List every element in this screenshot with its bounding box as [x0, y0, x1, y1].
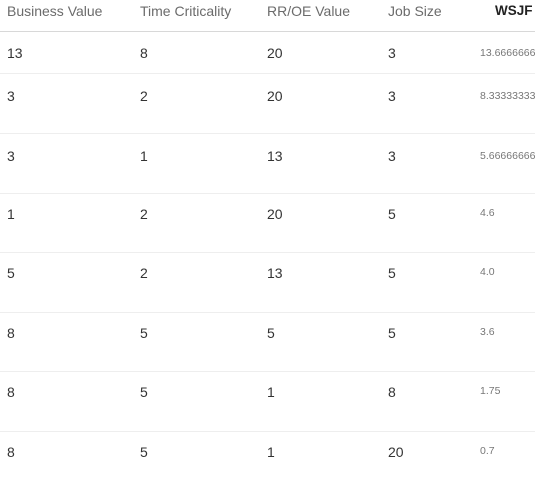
cell-time-criticality: 5	[140, 325, 148, 341]
cell-time-criticality: 5	[140, 384, 148, 400]
cell-wsjf: 0.7	[480, 445, 495, 457]
cell-business-value: 1	[7, 206, 15, 222]
cell-wsjf: 4.6	[480, 207, 495, 219]
cell-wsjf: 1.75	[480, 385, 501, 397]
cell-wsjf: 5.66666666	[480, 150, 535, 162]
cell-time-criticality: 2	[140, 88, 148, 104]
cell-wsjf: 13.6666666	[480, 47, 535, 59]
cell-job-size: 5	[388, 325, 396, 341]
cell-job-size: 3	[388, 148, 396, 164]
cell-rr-oe-value: 13	[267, 148, 283, 164]
cell-wsjf: 8.33333333	[480, 90, 535, 102]
wsjf-table: Business Value Time Criticality RR/OE Va…	[0, 0, 535, 460]
cell-job-size: 20	[388, 444, 404, 460]
column-header-job-size[interactable]: Job Size	[388, 3, 442, 19]
table-row: 1 2 20 5 4.6	[0, 194, 535, 253]
column-header-business-value[interactable]: Business Value	[7, 3, 103, 19]
cell-business-value: 8	[7, 384, 15, 400]
cell-time-criticality: 2	[140, 206, 148, 222]
cell-business-value: 8	[7, 325, 15, 341]
cell-time-criticality: 1	[140, 148, 148, 164]
cell-time-criticality: 2	[140, 265, 148, 281]
table-row: 8 5 1 8 1.75	[0, 372, 535, 432]
cell-rr-oe-value: 1	[267, 384, 275, 400]
cell-time-criticality: 8	[140, 45, 148, 61]
table-row: 5 2 13 5 4.0	[0, 253, 535, 313]
cell-wsjf: 4.0	[480, 266, 495, 278]
table-row: 13 8 20 3 13.6666666	[0, 32, 535, 74]
cell-business-value: 3	[7, 148, 15, 164]
cell-business-value: 13	[7, 45, 23, 61]
cell-time-criticality: 5	[140, 444, 148, 460]
cell-job-size: 5	[388, 265, 396, 281]
cell-rr-oe-value: 20	[267, 206, 283, 222]
column-header-time-criticality[interactable]: Time Criticality	[140, 3, 232, 19]
column-header-rr-oe-value[interactable]: RR/OE Value	[267, 3, 350, 19]
cell-job-size: 5	[388, 206, 396, 222]
cell-business-value: 5	[7, 265, 15, 281]
cell-rr-oe-value: 20	[267, 45, 283, 61]
column-header-wsjf[interactable]: WSJF	[495, 3, 533, 18]
table-row: 3 1 13 3 5.66666666	[0, 134, 535, 194]
cell-wsjf: 3.6	[480, 326, 495, 338]
cell-job-size: 3	[388, 88, 396, 104]
table-row: 3 2 20 3 8.33333333	[0, 74, 535, 134]
cell-rr-oe-value: 5	[267, 325, 275, 341]
cell-business-value: 3	[7, 88, 15, 104]
cell-job-size: 3	[388, 45, 396, 61]
cell-rr-oe-value: 1	[267, 444, 275, 460]
cell-business-value: 8	[7, 444, 15, 460]
cell-job-size: 8	[388, 384, 396, 400]
table-row: 8 5 5 5 3.6	[0, 313, 535, 372]
table-header-row: Business Value Time Criticality RR/OE Va…	[0, 0, 535, 32]
cell-rr-oe-value: 20	[267, 88, 283, 104]
table-row: 8 5 1 20 0.7	[0, 432, 535, 486]
cell-rr-oe-value: 13	[267, 265, 283, 281]
